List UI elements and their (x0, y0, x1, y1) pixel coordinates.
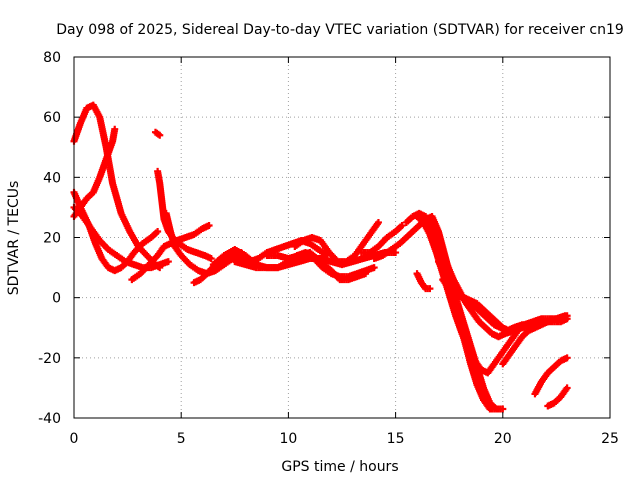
series-track-t (499, 315, 571, 368)
x-tick-label: 10 (279, 431, 297, 447)
series-track-g (162, 209, 245, 278)
y-axis-label: SDTVAR / TECUs (6, 181, 22, 296)
series-track-m (357, 221, 406, 257)
y-tick-label: 60 (43, 110, 61, 126)
data-point (154, 227, 162, 235)
series-track-x (413, 270, 434, 293)
x-tick-label: 0 (70, 431, 79, 447)
y-tick-label: 0 (52, 291, 61, 307)
x-tick-label: 5 (177, 431, 186, 447)
axis-ticks: 0 5 10 15 20 25 -40 -20 0 20 40 60 80 (38, 50, 619, 447)
data-point (207, 255, 215, 263)
series-track-u (531, 354, 571, 398)
chart-title: Day 098 of 2025, Sidereal Day-to-day VTE… (56, 22, 624, 38)
x-tick-label: 25 (601, 431, 619, 447)
data-point (111, 125, 119, 133)
x-axis-label: GPS time / hours (281, 459, 398, 475)
data-point (426, 285, 434, 293)
series-track-a (70, 101, 164, 272)
data-point (205, 221, 213, 229)
data-point (499, 405, 507, 413)
series-track-w (151, 128, 164, 139)
y-tick-label: -40 (38, 411, 61, 427)
y-tick-label: 80 (43, 50, 61, 66)
data-point (398, 221, 406, 229)
grid (74, 57, 610, 418)
data-point (563, 384, 571, 392)
data-point (492, 405, 500, 413)
y-tick-label: 20 (43, 231, 61, 247)
x-tick-label: 20 (494, 431, 512, 447)
data-point (362, 270, 370, 278)
data-point (370, 264, 378, 272)
data-point (374, 218, 382, 226)
data-point (563, 354, 571, 362)
data-point (563, 315, 571, 323)
data-point (164, 258, 172, 266)
y-tick-label: -20 (38, 351, 61, 367)
x-tick-label: 15 (387, 431, 405, 447)
series-track-k (263, 249, 370, 284)
data-marks (70, 101, 571, 413)
series-track-v (544, 384, 571, 410)
y-tick-label: 40 (43, 170, 61, 186)
series-track-q (424, 218, 535, 341)
series-track-l (291, 218, 382, 266)
data-point (156, 131, 164, 139)
series-track-d (70, 203, 172, 272)
